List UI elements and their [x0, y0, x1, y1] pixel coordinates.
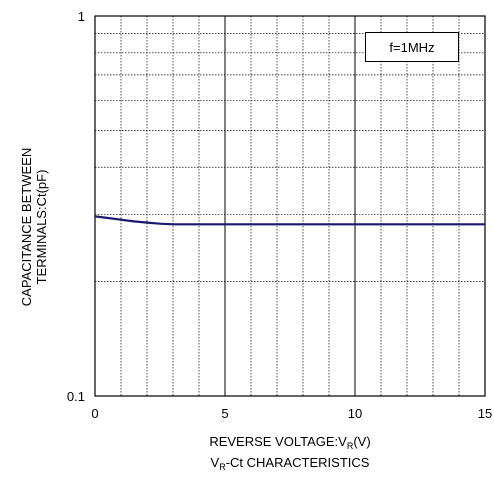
series-group	[94, 215, 485, 226]
y-tick-label: 0.1	[67, 389, 85, 404]
y-axis-title-line-2: TERMINALS:Ct(pF)	[34, 169, 49, 285]
frequency-annotation: f=1MHz	[365, 32, 459, 62]
y-tick-labels: 0.11	[67, 9, 85, 404]
ct-curve	[94, 215, 485, 226]
grid	[95, 16, 485, 396]
chart-caption: VR-Ct CHARACTERISTICS	[210, 455, 370, 472]
annotation-text: f=1MHz	[389, 39, 435, 55]
x-tick-label: 5	[221, 406, 228, 421]
x-tick-labels: 0 5 10 15	[91, 406, 492, 421]
y-axis-title: CAPACITANCE BETWEEN TERMINALS:Ct(pF)	[14, 72, 54, 382]
y-tick-label: 1	[78, 9, 85, 24]
x-tick-label: 10	[348, 406, 362, 421]
x-tick-label: 0	[91, 406, 98, 421]
x-axis-title: REVERSE VOLTAGE:VR(V)	[209, 434, 371, 451]
y-axis-title-line-1: CAPACITANCE BETWEEN	[19, 147, 34, 307]
x-tick-label: 15	[478, 406, 492, 421]
plot-frame	[94, 15, 486, 397]
